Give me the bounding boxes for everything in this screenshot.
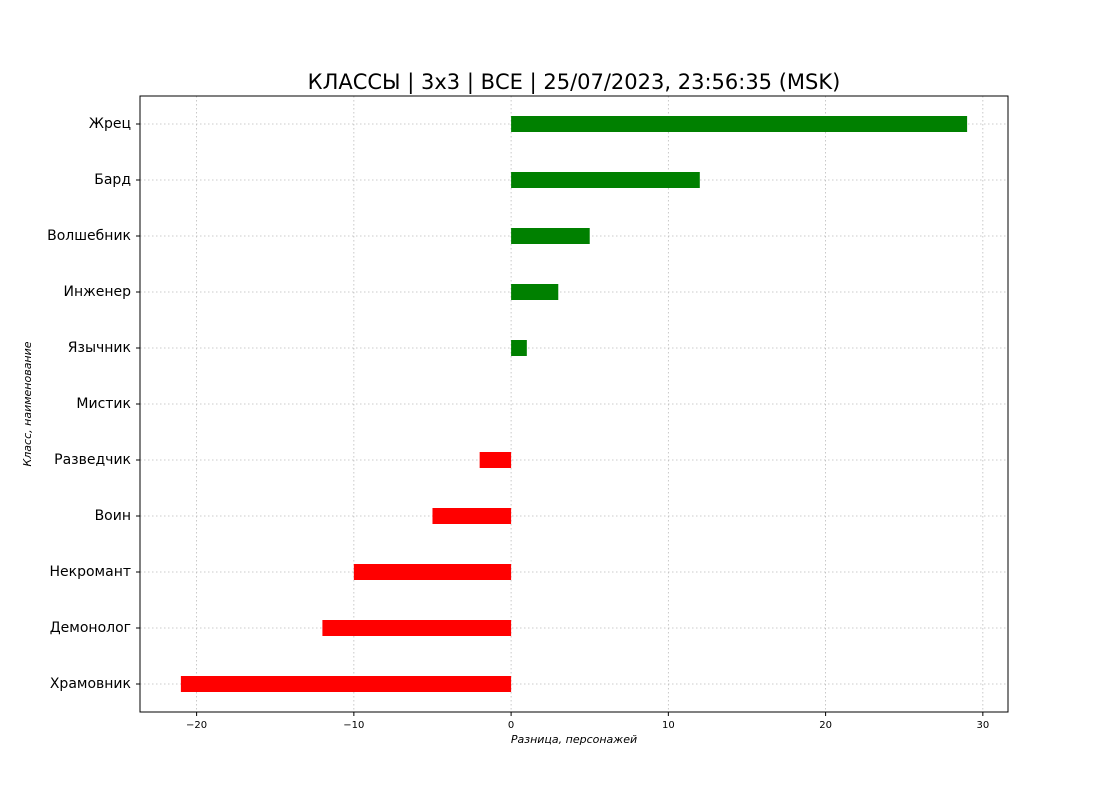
plot-frame [139, 95, 1009, 713]
y-tick-label: Волшебник [47, 228, 131, 244]
bar [511, 116, 968, 132]
x-axis-label: Разница, персонажей [511, 733, 637, 746]
y-tick-label: Воин [95, 508, 131, 524]
bar [511, 228, 590, 244]
bar [511, 340, 527, 356]
x-tick-label: 0 [508, 720, 514, 731]
y-tick-label: Жрец [89, 116, 131, 132]
y-tick-label: Разведчик [54, 452, 131, 468]
bar [511, 172, 700, 188]
bar [353, 564, 512, 580]
y-tick-label: Язычник [68, 340, 131, 356]
y-axis-label: Класс, наименование [21, 341, 34, 466]
y-tick-label: Некромант [50, 564, 132, 580]
bar [432, 508, 512, 524]
y-tick-label: Мистик [76, 396, 131, 412]
bar [511, 284, 559, 300]
y-tick-label: Храмовник [50, 676, 131, 692]
y-tick-label: Бард [94, 172, 131, 188]
chart-title: КЛАССЫ | 3х3 | ВСЕ | 25/07/2023, 23:56:3… [308, 70, 841, 95]
bar [479, 452, 512, 468]
y-tick-label: Демонолог [50, 620, 131, 636]
bar [180, 676, 512, 692]
x-tick-label: 30 [976, 720, 989, 731]
x-tick-label: −20 [186, 720, 207, 731]
bar [322, 620, 512, 636]
x-tick-label: 10 [662, 720, 675, 731]
x-tick-label: −10 [343, 720, 364, 731]
y-tick-label: Инженер [63, 284, 131, 300]
x-tick-label: 20 [819, 720, 832, 731]
